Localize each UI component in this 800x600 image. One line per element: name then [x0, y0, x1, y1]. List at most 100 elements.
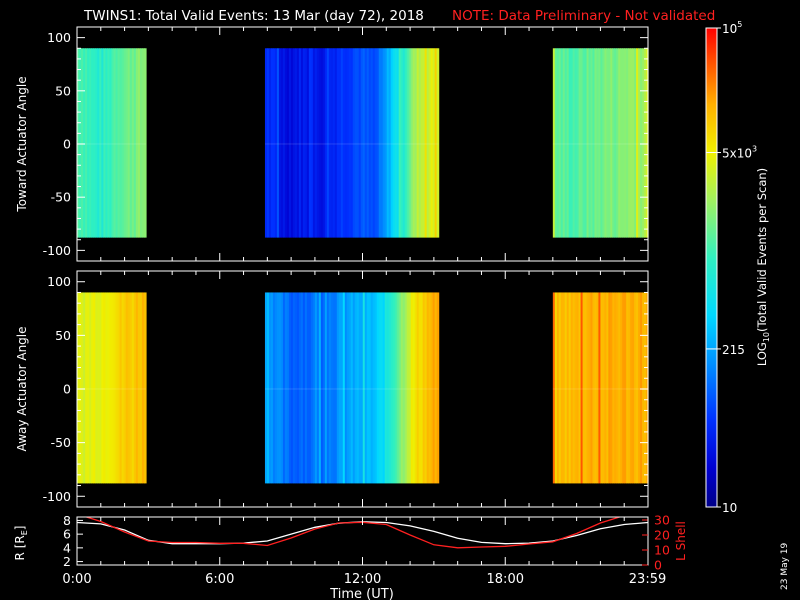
away-heat-column	[376, 292, 380, 484]
toward-heat-column	[340, 48, 344, 238]
toward-heat-column	[590, 48, 594, 238]
away-heat-column	[426, 292, 430, 484]
toward-heat-column	[604, 48, 607, 238]
away-heat-column	[322, 292, 326, 484]
toward-ytick-label: -50	[51, 190, 71, 205]
away-heat-column	[336, 292, 340, 484]
toward-heat-column	[572, 48, 576, 238]
away-heat-column	[362, 292, 366, 484]
away-heat-column	[566, 292, 570, 484]
away-heat-column	[320, 292, 324, 484]
away-heat-column	[616, 292, 619, 484]
toward-heat-column	[268, 48, 272, 238]
away-heat-column	[306, 292, 310, 484]
away-heat-column	[394, 292, 398, 484]
away-heat-column	[386, 292, 390, 484]
away-heat-column	[410, 292, 414, 484]
away-heat-column	[340, 292, 344, 484]
toward-heat-column	[302, 48, 306, 238]
away-heat-column	[358, 292, 362, 484]
away-heat-column	[384, 292, 388, 484]
away-data-block	[264, 292, 440, 484]
toward-heat-column	[131, 48, 135, 238]
toward-heat-column	[284, 48, 288, 238]
orbit-y2tick-label: 20	[654, 528, 670, 543]
away-heat-column	[354, 292, 358, 484]
toward-heat-column	[568, 48, 572, 238]
orbit-ytick-label: 6	[63, 527, 71, 542]
toward-heat-column	[602, 48, 605, 238]
toward-heat-column	[324, 48, 328, 238]
time-tick-label: 23:59	[629, 572, 666, 587]
away-heat-column	[143, 292, 147, 484]
time-tick-label: 6:00	[205, 572, 234, 587]
away-heat-column	[400, 292, 404, 484]
toward-heat-column	[418, 48, 422, 238]
away-heat-column	[85, 292, 88, 484]
toward-zero-stripe	[552, 142, 648, 145]
away-heat-column	[418, 292, 422, 484]
toward-heat-column	[296, 48, 300, 238]
away-heat-column	[372, 292, 376, 484]
away-heat-column	[396, 292, 400, 484]
away-heat-column	[634, 292, 637, 484]
toward-heat-column	[119, 48, 123, 238]
toward-heat-column	[564, 48, 568, 238]
toward-ytick-label: 50	[55, 83, 71, 98]
toward-ytick-label: -100	[43, 243, 71, 258]
toward-heat-column	[91, 48, 94, 238]
away-heat-column	[296, 292, 300, 484]
away-heat-column	[592, 292, 596, 484]
toward-heat-column	[620, 48, 623, 238]
toward-heat-column	[434, 48, 438, 238]
away-heat-column	[424, 292, 428, 484]
away-heat-column	[578, 292, 582, 484]
toward-heat-column	[582, 48, 586, 238]
toward-heat-column	[396, 48, 400, 238]
away-heat-column	[288, 292, 292, 484]
toward-heat-column	[346, 48, 350, 238]
away-heat-column	[95, 292, 98, 484]
toward-heat-column	[422, 48, 426, 238]
away-heat-column	[628, 292, 631, 484]
toward-heat-column	[89, 48, 92, 238]
toward-heat-column	[270, 48, 274, 238]
toward-heat-column	[394, 48, 398, 238]
away-heat-column	[554, 292, 558, 484]
toward-heat-column	[294, 48, 298, 238]
away-heat-column	[125, 292, 129, 484]
toward-heat-column	[328, 48, 332, 238]
away-heat-column	[414, 292, 418, 484]
away-heat-column	[434, 292, 438, 484]
away-heat-column	[324, 292, 328, 484]
toward-heat-column	[420, 48, 424, 238]
away-heat-column	[608, 292, 611, 484]
toward-heat-column	[612, 48, 615, 238]
toward-heat-column	[390, 48, 394, 238]
toward-heat-column	[570, 48, 574, 238]
toward-heat-column	[426, 48, 430, 238]
toward-heat-column	[306, 48, 310, 238]
toward-heat-column	[404, 48, 408, 238]
away-heat-column	[284, 292, 288, 484]
colorbar-gradient	[706, 28, 717, 507]
away-heat-column	[558, 292, 562, 484]
toward-heat-column	[382, 48, 386, 238]
orbit-ylabel: R [RE]	[13, 526, 29, 561]
toward-heat-column	[266, 48, 270, 238]
toward-heat-column	[143, 48, 147, 238]
toward-heat-column	[101, 48, 104, 238]
orbit-xlabel: Time (UT)	[329, 587, 394, 600]
toward-heat-column	[400, 48, 404, 238]
away-zero-stripe	[552, 387, 648, 390]
away-heat-column	[139, 292, 143, 484]
toward-heat-column	[135, 48, 139, 238]
away-heat-column	[133, 292, 137, 484]
away-heat-column	[360, 292, 364, 484]
away-heat-column	[302, 292, 306, 484]
toward-heat-column	[336, 48, 340, 238]
away-heat-column	[646, 292, 649, 484]
toward-heat-column	[107, 48, 111, 238]
toward-heat-column	[81, 48, 84, 238]
